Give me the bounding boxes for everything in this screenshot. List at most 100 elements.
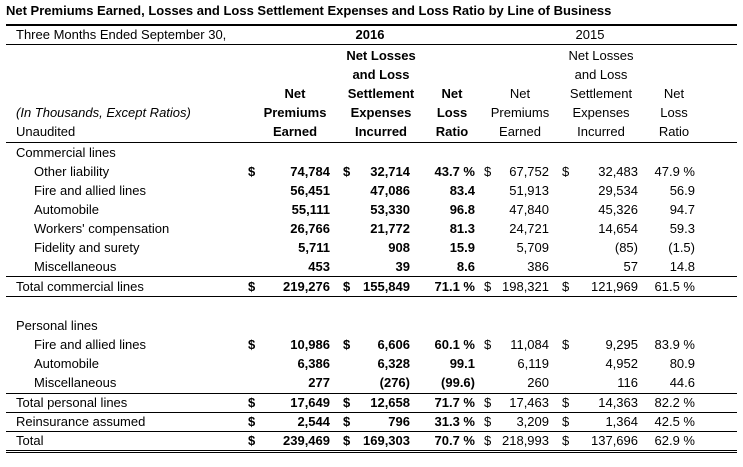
losses-2016: 908 [388,240,410,255]
dollar-sign: $ [484,337,492,352]
commercial-total-rule [6,296,737,297]
premiums-2016: 5,711 [298,240,330,255]
losses-2016: 47,086 [370,183,410,198]
row-label: Total [16,433,44,448]
premiums-2015: 5,709 [516,240,549,255]
dollar-sign: $ [562,414,570,429]
table-row: Fire and allied lines $10,986 $6,606 60.1 %… [0,335,743,354]
losses-2016: 39 [395,259,410,274]
premiums-2016: 26,766 [290,221,330,236]
losses-2016: 6,606 [377,337,410,352]
table-row: Total commercial lines $219,276 $155,849 71… [0,277,743,296]
header-rule [6,142,737,143]
losses-2015: 32,483 [598,164,638,179]
premiums-2015: 218,993 [502,433,549,448]
losses-2015: 14,363 [598,395,638,410]
loss-ratio-2015: 59.3 [669,221,695,236]
loss-ratio-2015: 83.9 % [654,337,695,352]
losses-2016: 169,303 [363,433,410,448]
h16-ratio-1: Net [441,86,463,101]
losses-2015: 9,295 [605,337,638,352]
premiums-2016: 17,649 [290,395,330,410]
losses-2015: 57 [623,259,638,274]
loss-ratio-2015: 62.9 % [654,433,695,448]
h15-losses-5: Incurred [577,124,625,139]
dollar-sign: $ [248,164,256,179]
loss-ratio-2015: 82.2 % [654,395,695,410]
table-row: Workers' compensation 26,766 21,772 81.3 24,… [0,219,743,238]
unaudited-note: Unaudited [16,124,76,139]
premiums-2015: 260 [527,375,549,390]
personal-total-rule [6,412,737,413]
premiums-2016: 453 [308,259,330,274]
premiums-2015: 24,721 [509,221,549,236]
loss-ratio-2016: 31.3 % [434,414,475,429]
loss-ratio-2016: (99.6) [441,375,475,390]
loss-ratio-2015: 44.6 [669,375,695,390]
premiums-2016: 56,451 [290,183,330,198]
table-row: Total $239,469 $169,303 70.7 % $218,993 $137,… [0,431,743,450]
premiums-2015: 67,752 [509,164,549,179]
dollar-sign: $ [248,395,256,410]
year-2016: 2016 [355,27,385,42]
dollar-sign: $ [562,164,570,179]
commercial-section-header: Commercial lines [16,145,116,160]
losses-2015: (85) [614,240,638,255]
loss-ratio-2016: 96.8 [449,202,475,217]
loss-ratio-2016: 15.9 [449,240,475,255]
premiums-2016: 239,469 [283,433,330,448]
premiums-2015: 198,321 [502,279,549,294]
loss-ratio-2015: 56.9 [669,183,695,198]
losses-2016: 155,849 [363,279,410,294]
dollar-sign: $ [343,279,351,294]
row-label: Miscellaneous [34,375,117,390]
h15-premiums-1: Net [509,86,531,101]
dollar-sign: $ [484,395,492,410]
premiums-2016: 10,986 [290,337,330,352]
personal-subtotal-rule [6,393,737,394]
h15-ratio-1: Net [663,86,685,101]
table-row: Miscellaneous 277 (276) (99.6) 260 116 44.6 [0,373,743,392]
losses-2015: 121,969 [591,279,638,294]
h16-losses-4: Expenses [350,105,412,120]
losses-2015: 14,654 [598,221,638,236]
row-label: Fire and allied lines [34,337,147,352]
premiums-2015: 3,209 [516,414,549,429]
h16-losses-5: Incurred [354,124,407,139]
premiums-2016: 219,276 [283,279,330,294]
h16-premiums-1: Net [284,86,306,101]
dollar-sign: $ [248,337,256,352]
loss-ratio-2016: 43.7 % [434,164,475,179]
dollar-sign: $ [562,395,570,410]
loss-ratio-2016: 81.3 [449,221,475,236]
units-note: (In Thousands, Except Ratios) [16,105,191,120]
dollar-sign: $ [484,433,492,448]
table-row: Total personal lines $17,649 $12,658 71.7 %… [0,393,743,412]
h15-premiums-2: Premiums [490,105,550,120]
table-row: Automobile 55,111 53,330 96.8 47,840 45,326 94… [0,200,743,219]
dollar-sign: $ [248,279,256,294]
premiums-2016: 6,386 [297,356,330,371]
h15-losses-4: Expenses [572,105,630,120]
row-label: Fidelity and surety [34,240,140,255]
premiums-2015: 386 [527,259,549,274]
dollar-sign: $ [484,279,492,294]
losses-2016: (276) [379,375,410,390]
dollar-sign: $ [343,395,351,410]
loss-ratio-2016: 70.7 % [434,433,475,448]
period-label: Three Months Ended September 30, [16,27,227,42]
row-label: Automobile [34,202,100,217]
losses-2015: 137,696 [591,433,638,448]
losses-2016: 21,772 [370,221,410,236]
h15-losses-3: Settlement [569,86,633,101]
dollar-sign: $ [248,414,256,429]
dollar-sign: $ [343,433,351,448]
loss-ratio-2016: 71.7 % [434,395,475,410]
dollar-sign: $ [562,433,570,448]
table-row: Fire and allied lines 56,451 47,086 83.4 51,… [0,181,743,200]
premiums-2016: 277 [308,375,330,390]
grand-total-rule [6,450,737,453]
premiums-2015: 47,840 [509,202,549,217]
table-row: Other liability $74,784 $32,714 43.7 % $67,7… [0,162,743,181]
row-label: Total commercial lines [16,279,144,294]
